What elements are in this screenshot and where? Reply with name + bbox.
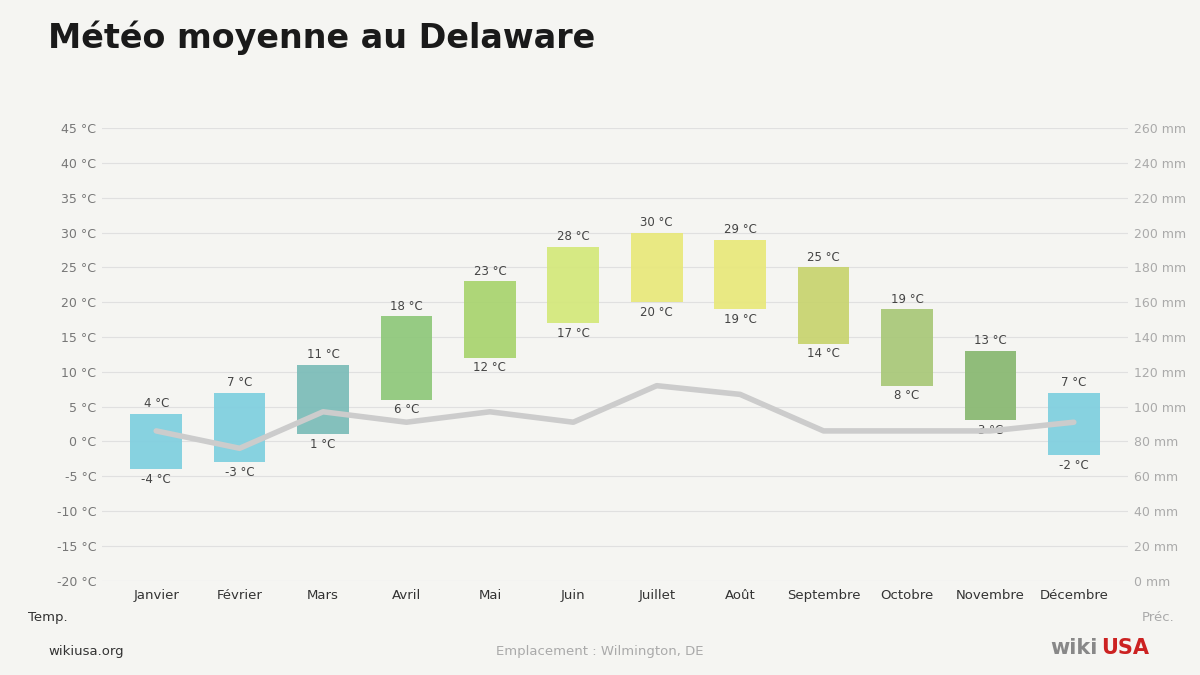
Text: 29 °C: 29 °C — [724, 223, 756, 236]
Text: wiki: wiki — [1051, 638, 1098, 658]
Text: 3 °C: 3 °C — [978, 424, 1003, 437]
Text: -4 °C: -4 °C — [142, 472, 172, 485]
Text: 1 °C: 1 °C — [311, 438, 336, 451]
Bar — [298, 364, 349, 435]
Text: 18 °C: 18 °C — [390, 300, 422, 313]
Bar — [714, 240, 766, 309]
Text: 6 °C: 6 °C — [394, 403, 419, 416]
Text: 7 °C: 7 °C — [1061, 376, 1086, 389]
Text: 17 °C: 17 °C — [557, 327, 589, 340]
Text: 30 °C: 30 °C — [641, 216, 673, 229]
Text: Emplacement : Wilmington, DE: Emplacement : Wilmington, DE — [497, 645, 703, 658]
Text: Préc.: Préc. — [1141, 611, 1175, 624]
Bar — [798, 267, 850, 344]
Bar — [464, 281, 516, 358]
Text: 28 °C: 28 °C — [557, 230, 589, 243]
Text: 14 °C: 14 °C — [808, 348, 840, 360]
Text: 25 °C: 25 °C — [808, 251, 840, 264]
Text: USA: USA — [1102, 638, 1150, 658]
Text: 11 °C: 11 °C — [307, 348, 340, 361]
Text: Temp.: Temp. — [28, 611, 68, 624]
Text: 8 °C: 8 °C — [894, 389, 919, 402]
Text: -2 °C: -2 °C — [1058, 459, 1088, 472]
Bar — [965, 351, 1016, 421]
Bar — [631, 233, 683, 302]
Text: 23 °C: 23 °C — [474, 265, 506, 278]
Bar — [881, 309, 932, 385]
Bar — [131, 414, 182, 469]
Text: -3 °C: -3 °C — [224, 466, 254, 479]
Text: 20 °C: 20 °C — [641, 306, 673, 319]
Bar — [547, 246, 599, 323]
Bar — [380, 316, 432, 400]
Text: 12 °C: 12 °C — [474, 361, 506, 375]
Bar — [1048, 393, 1099, 455]
Text: 19 °C: 19 °C — [724, 313, 756, 325]
Text: 4 °C: 4 °C — [144, 397, 169, 410]
Text: wikiusa.org: wikiusa.org — [48, 645, 124, 658]
Text: 13 °C: 13 °C — [974, 334, 1007, 348]
Text: Météo moyenne au Delaware: Météo moyenne au Delaware — [48, 20, 595, 55]
Bar — [214, 393, 265, 462]
Text: 19 °C: 19 °C — [890, 293, 923, 306]
Text: 7 °C: 7 °C — [227, 376, 252, 389]
